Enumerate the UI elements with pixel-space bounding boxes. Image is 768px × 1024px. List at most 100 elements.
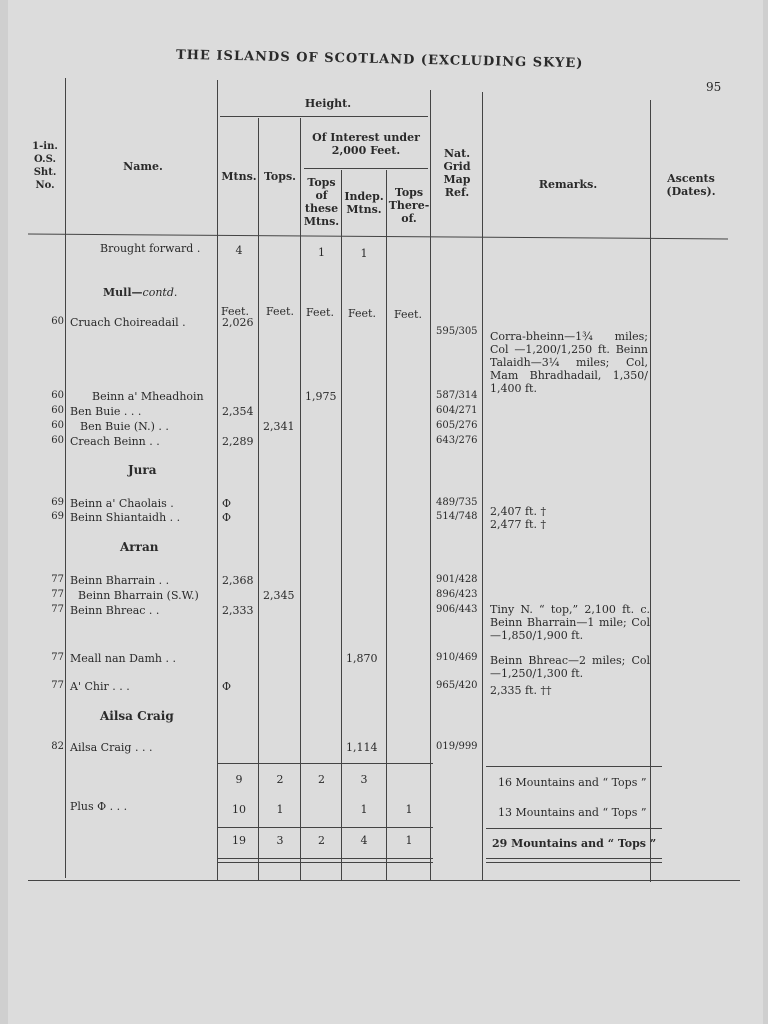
units-tops-thereof: Feet. — [394, 308, 422, 321]
totals-plus-label: Plus Φ . . . — [70, 800, 128, 813]
total-tops: 1 — [276, 803, 284, 816]
row-name: Ben Buie . . . — [70, 405, 142, 418]
row-mtns: Φ — [222, 680, 232, 693]
col-divider — [482, 92, 483, 880]
row-mtns: 2,289 — [222, 435, 254, 448]
row-grid-ref: 605/276 — [436, 420, 478, 431]
section-mull: Mull—contd. — [103, 286, 178, 299]
header-ascents: Ascents (Dates). — [666, 172, 716, 198]
row-name: Cruach Choireadail . — [70, 316, 186, 329]
units-tops-of-these: Feet. — [306, 306, 334, 319]
remarks: 2,335 ft. †† — [490, 684, 552, 697]
remarks: Tiny N. “ top,” 2,100 ft. c. Beinn Bharr… — [490, 603, 650, 642]
row-tops: 2,341 — [263, 420, 295, 433]
rule — [217, 827, 433, 828]
row-sheet: 82 — [51, 741, 64, 752]
row-sheet: 60 — [51, 390, 64, 401]
total-remarks: 13 Mountains and “ Tops ” — [498, 806, 647, 819]
total-tops-thereof: 1 — [405, 803, 413, 816]
remarks: Beinn Bhreac—2 miles; Col —1,250/1,300 f… — [490, 654, 650, 680]
total-mtns: 19 — [232, 834, 246, 847]
header-of-interest: Of Interest under 2,000 Feet. — [312, 131, 420, 157]
col-divider — [650, 100, 651, 882]
row-sheet: 77 — [51, 574, 64, 585]
header-grid: Nat. Grid Map Ref. — [443, 147, 471, 199]
row-sheet: 60 — [51, 435, 64, 446]
row-sheet: 77 — [51, 652, 64, 663]
section-jura: Jura — [128, 463, 157, 477]
units-indep: Feet. — [348, 307, 376, 320]
row-sheet: 77 — [51, 604, 64, 615]
row-mtns: 2,354 — [222, 405, 254, 418]
row-mtns: Φ — [222, 497, 232, 510]
row-grid-ref: 901/428 — [436, 574, 478, 585]
row-name: Beinn Bharrain (S.W.) — [78, 589, 199, 602]
row-mtns: 2,026 — [222, 316, 254, 329]
rule — [220, 116, 428, 117]
units-tops: Feet. — [266, 305, 294, 318]
header-rule — [28, 233, 728, 240]
row-grid-ref: 019/999 — [436, 741, 478, 752]
col-divider — [341, 170, 342, 880]
header-tops-thereof: Tops There-of. — [388, 186, 430, 225]
rule — [486, 828, 662, 829]
header-tops-of-these: Tops of these Mtns. — [303, 176, 340, 228]
bf-tops-of-these: 1 — [318, 246, 325, 259]
col-divider — [217, 80, 218, 880]
col-divider — [300, 118, 301, 880]
row-tops: 2,345 — [263, 589, 295, 602]
bottom-rule — [28, 880, 740, 881]
row-name: A' Chir . . . — [70, 680, 130, 693]
rule — [217, 763, 433, 764]
remarks: 2,407 ft. † — [490, 505, 546, 518]
row-name: Ben Buie (N.) . . — [80, 420, 169, 433]
units-mtns: Feet. — [221, 305, 249, 318]
row-grid-ref: 643/276 — [436, 435, 478, 446]
page-number: 95 — [706, 80, 722, 94]
header-height: Height. — [304, 97, 352, 110]
bf-mtns: 4 — [235, 244, 243, 257]
rule — [486, 766, 662, 767]
row-grid-ref: 489/735 — [436, 497, 478, 508]
bf-indep: 1 — [360, 247, 368, 260]
row-name: Beinn a' Mheadhoin — [92, 390, 204, 403]
row-sheet: 69 — [51, 511, 64, 522]
header-name: Name. — [123, 160, 163, 173]
row-name: Beinn Bhreac . . — [70, 604, 160, 617]
row-sheet: 60 — [51, 405, 64, 416]
header-sheet: 1-in. O.S. Sht. No. — [32, 141, 58, 191]
total-indep: 1 — [360, 803, 368, 816]
remarks: 2,477 ft. † — [490, 518, 546, 531]
total-remarks: 16 Mountains and “ Tops ” — [498, 776, 647, 789]
brought-forward-label: Brought forward . — [100, 242, 201, 255]
header-indep: Indep. Mtns. — [344, 190, 384, 216]
header-remarks: Remarks. — [538, 178, 598, 191]
book-page: THE ISLANDS OF SCOTLAND (EXCLUDING SKYE)… — [8, 0, 763, 1024]
row-grid-ref: 906/443 — [436, 604, 478, 615]
total-indep: 4 — [360, 834, 368, 847]
header-mtns: Mtns. — [221, 170, 257, 183]
total-tops: 3 — [276, 834, 284, 847]
row-grid-ref: 587/314 — [436, 390, 478, 401]
running-title: THE ISLANDS OF SCOTLAND (EXCLUDING SKYE) — [175, 47, 584, 72]
row-indep: 1,870 — [346, 652, 378, 665]
row-indep: 1,114 — [346, 741, 378, 754]
row-grid-ref: 595/305 — [436, 326, 478, 337]
section-arran: Arran — [120, 540, 159, 554]
row-mtns: 2,333 — [222, 604, 254, 617]
header-tops: Tops. — [264, 170, 296, 183]
row-mtns: Φ — [222, 511, 232, 524]
total-remarks: 29 Mountains and “ Tops ” — [492, 837, 657, 850]
row-tops-of-these: 1,975 — [305, 390, 337, 403]
col-divider — [258, 118, 259, 880]
row-grid-ref: 604/271 — [436, 405, 478, 416]
row-name: Beinn a' Chaolais . — [70, 497, 174, 510]
row-sheet: 60 — [51, 420, 64, 431]
rule — [304, 168, 428, 169]
row-mtns: 2,368 — [222, 574, 254, 587]
row-name: Meall nan Damh . . — [70, 652, 176, 665]
total-tops-of-these: 2 — [318, 834, 325, 847]
row-grid-ref: 896/423 — [436, 589, 478, 600]
row-name: Beinn Bharrain . . — [70, 574, 170, 587]
double-rule — [217, 858, 433, 863]
